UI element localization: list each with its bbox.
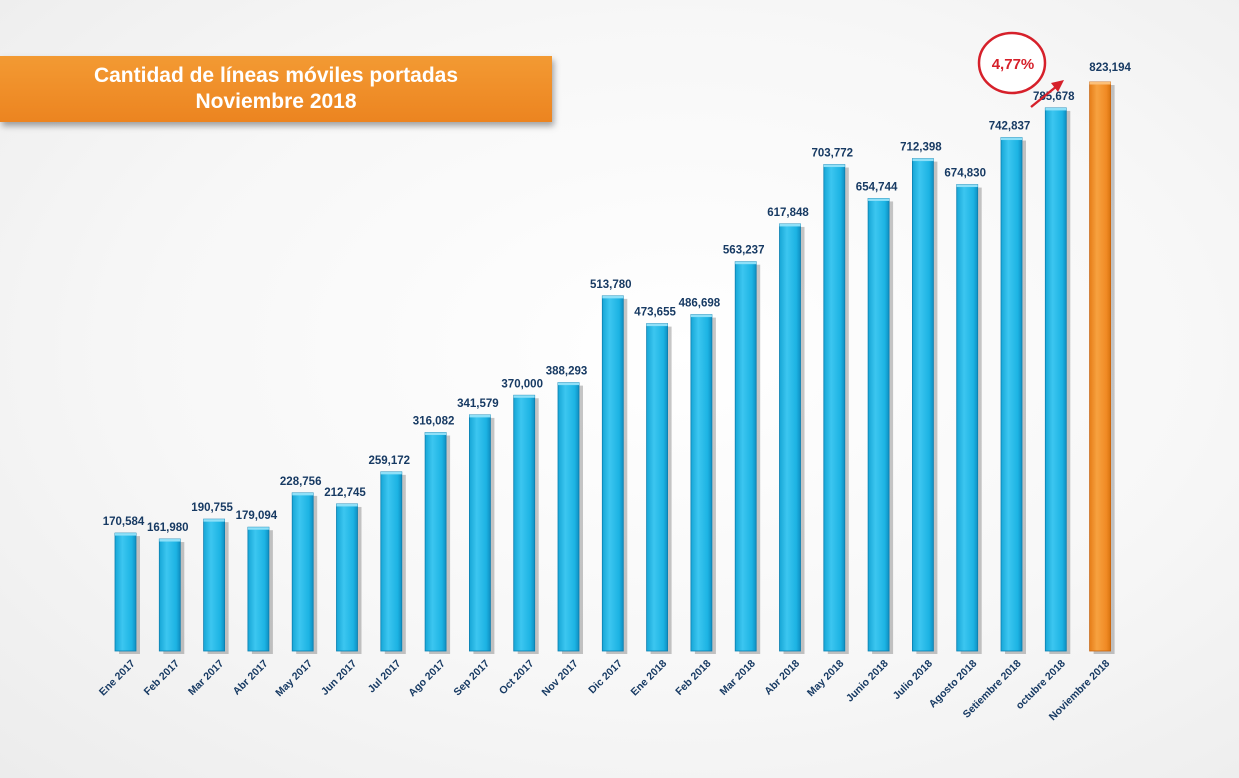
bar-top-edge [956, 184, 978, 188]
x-tick-label: Feb 2018 [673, 658, 713, 698]
x-tick-label: Junio 2018 [844, 658, 891, 705]
bar [468, 414, 491, 652]
data-label: 486,698 [679, 298, 721, 310]
bar-top-edge [425, 432, 447, 436]
data-label: 617,848 [767, 207, 809, 219]
data-label: 190,755 [191, 502, 233, 514]
bar-top-edge [602, 295, 624, 299]
bar [690, 314, 713, 652]
bar [912, 158, 934, 652]
bar [734, 261, 757, 652]
x-tick-label: Oct 2017 [497, 658, 537, 698]
growth-circle [977, 31, 1047, 95]
bar [646, 323, 668, 652]
bar [779, 223, 801, 652]
x-tick-label: Dic 2017 [586, 658, 625, 697]
bar [203, 518, 226, 652]
bar-top-edge [558, 382, 579, 386]
bar-top-edge [735, 261, 757, 265]
chart-subtitle: Noviembre 2018 [195, 90, 357, 113]
bar-top-edge [115, 533, 136, 536]
x-tick-label: May 2017 [273, 658, 315, 700]
data-label: 674,830 [944, 168, 986, 180]
bar [158, 538, 181, 652]
x-tick-label: Mar 2018 [718, 658, 758, 698]
x-tick-label: Ago 2017 [406, 658, 448, 700]
bar-top-edge [292, 492, 314, 496]
bar [1000, 137, 1023, 652]
data-label: 341,579 [457, 398, 499, 410]
x-tick-label: Feb 2017 [142, 658, 182, 698]
data-label: 370,000 [501, 378, 543, 390]
data-label: 742,837 [989, 121, 1031, 133]
data-label: 161,980 [147, 522, 189, 534]
data-label: 563,237 [723, 245, 765, 257]
data-label: 212,745 [324, 487, 366, 499]
data-label: 316,082 [413, 416, 455, 428]
bar [513, 394, 536, 652]
data-label: 473,655 [634, 307, 676, 319]
growth-arrow-head [1051, 80, 1064, 92]
bar [380, 471, 403, 652]
bar-top-edge [1001, 137, 1022, 141]
bar-top-edge [690, 314, 712, 318]
bar [557, 382, 580, 652]
bar-top-edge [823, 164, 845, 168]
x-tick-label: Nov 2017 [540, 658, 581, 699]
x-tick-label: Abr 2018 [762, 658, 802, 698]
bar [1044, 107, 1067, 652]
data-label: 513,780 [590, 279, 632, 291]
data-label: 654,744 [856, 181, 898, 193]
bar-top-edge [469, 414, 491, 418]
bar [601, 295, 624, 652]
bar-top-edge [868, 198, 890, 201]
bar-top-edge [779, 223, 801, 227]
bar-top-edge [203, 519, 225, 522]
chart-title-box: Cantidad de líneas móviles portadas Novi… [0, 56, 552, 122]
data-label: 179,094 [236, 510, 278, 522]
bar-top-edge [513, 395, 535, 398]
bar-top-edge [1089, 82, 1111, 85]
growth-percent: 4,77% [992, 56, 1035, 73]
bar [956, 184, 979, 652]
bar-top-edge [1045, 107, 1067, 111]
bar [291, 492, 314, 652]
data-label: 712,398 [900, 142, 942, 154]
bar [867, 198, 890, 652]
bar [823, 164, 846, 652]
x-tick-label: Mar 2017 [186, 658, 226, 698]
x-tick-label: Ene 2018 [629, 658, 670, 699]
x-tick-label: Ene 2017 [97, 658, 138, 699]
data-label: 228,756 [280, 476, 322, 488]
data-label: 823,194 [1089, 62, 1131, 74]
data-label: 703,772 [812, 148, 854, 160]
bar-top-edge [159, 539, 181, 542]
chart-title: Cantidad de líneas móviles portadas [93, 64, 459, 87]
x-tick-label: Jun 2017 [319, 658, 359, 698]
bar-highlight [1089, 81, 1111, 652]
data-label: 170,584 [103, 516, 145, 528]
bar-top-edge [380, 471, 402, 475]
x-tick-label: Julio 2018 [891, 658, 936, 703]
bar-top-edge [336, 503, 358, 507]
x-tick-label: May 2018 [805, 658, 847, 700]
bar [114, 532, 137, 652]
bar-top-edge [247, 527, 269, 530]
growth-arrow-shaft [1030, 85, 1058, 108]
data-label: 259,172 [369, 455, 411, 467]
bar-top-edge [646, 323, 668, 327]
data-label: 785,678 [1033, 91, 1075, 103]
bar [424, 432, 447, 652]
bar [336, 503, 358, 652]
x-tick-label: Abr 2017 [231, 658, 271, 698]
x-tick-label: Jul 2017 [366, 658, 404, 696]
bar [247, 526, 270, 652]
bar-top-edge [912, 158, 934, 162]
data-label: 388,293 [546, 366, 588, 378]
x-tick-label: Sep 2017 [451, 658, 492, 699]
